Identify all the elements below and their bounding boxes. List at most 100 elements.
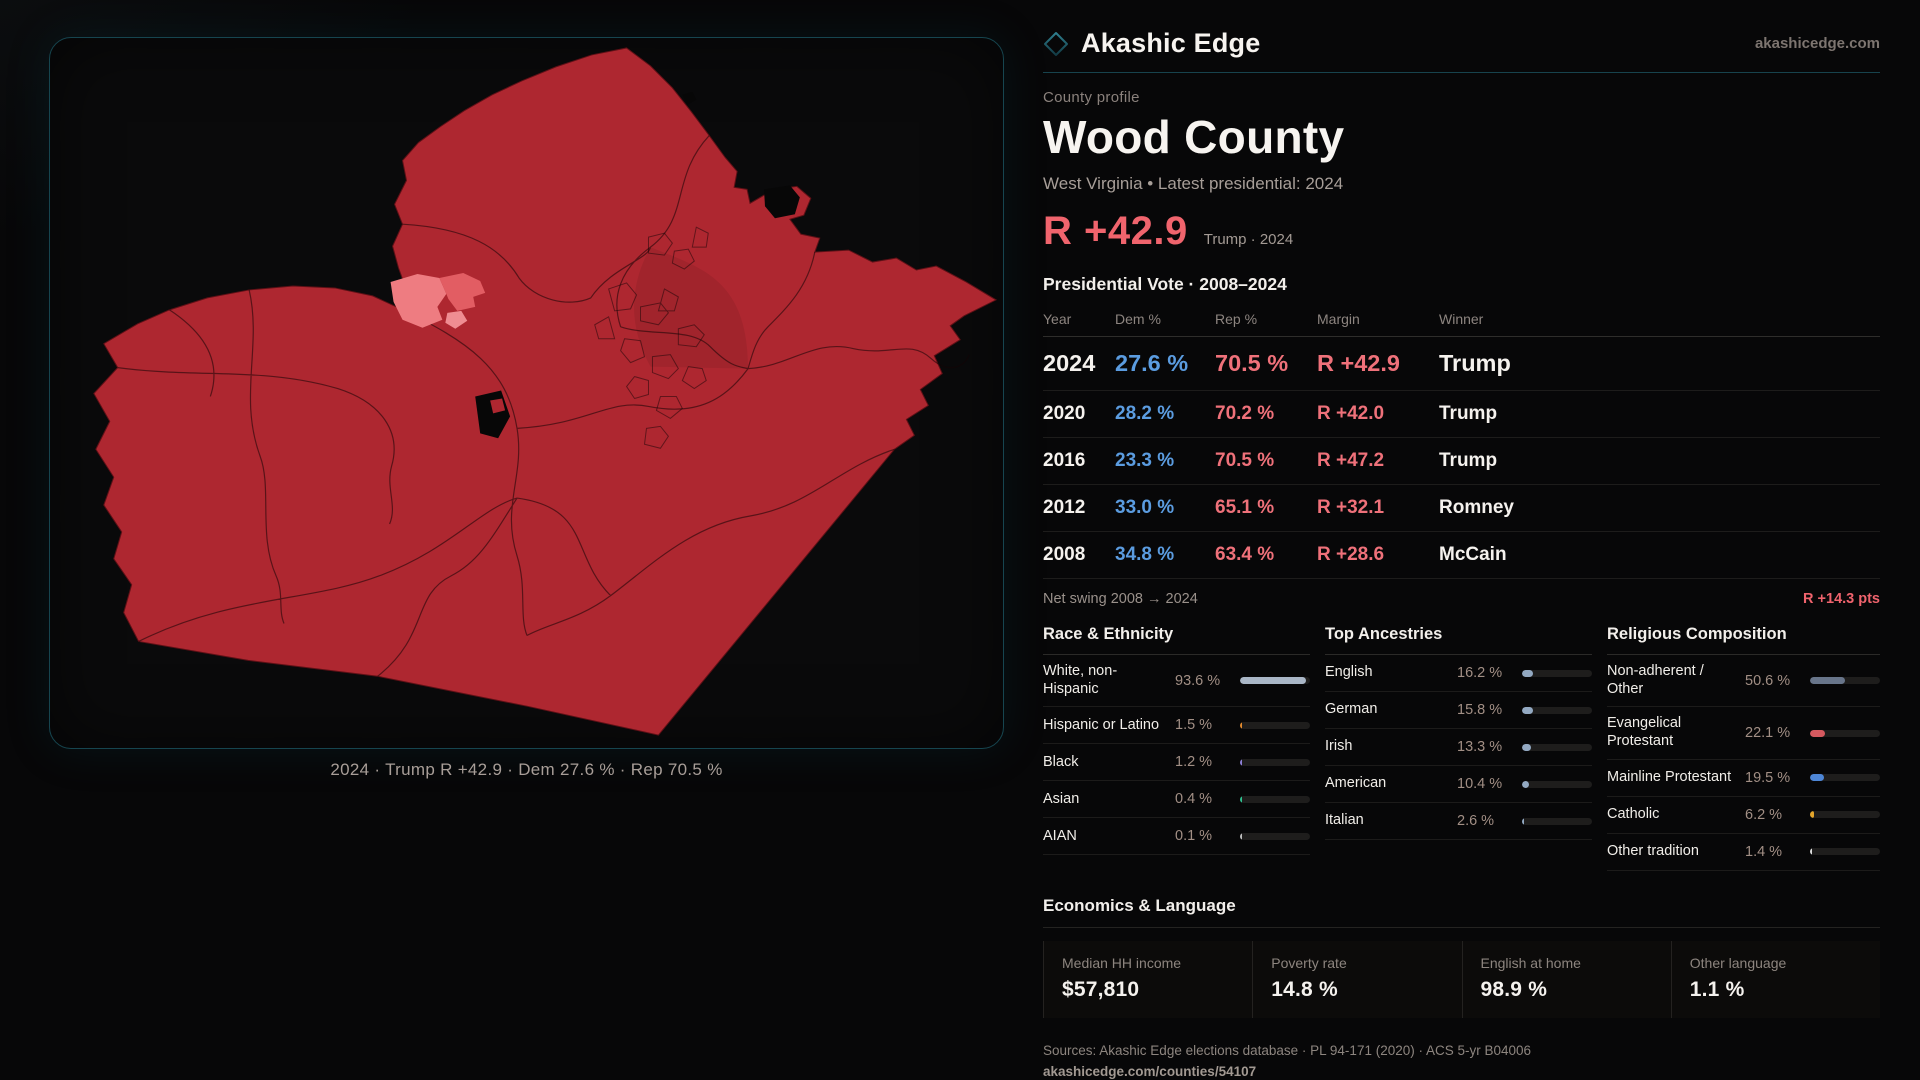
county-map[interactable] bbox=[50, 38, 1003, 748]
bar-track bbox=[1240, 758, 1310, 766]
bar-track bbox=[1522, 706, 1592, 714]
bar-fill bbox=[1810, 677, 1846, 685]
ancestry-label: German bbox=[1325, 701, 1378, 718]
stat-card: English at home 98.9 % bbox=[1461, 940, 1671, 1018]
year-cell: 2020 bbox=[1043, 403, 1086, 424]
highlight-precinct bbox=[390, 274, 447, 328]
religion-value: 22.1 % bbox=[1745, 725, 1791, 742]
economics-divider bbox=[1043, 926, 1880, 928]
margin-cell: R +42.9 bbox=[1317, 350, 1400, 376]
race-panel-title: Race & Ethnicity bbox=[1043, 625, 1310, 655]
ancestry-label: Irish bbox=[1325, 738, 1353, 755]
bar-track bbox=[1810, 677, 1880, 685]
margin-cell: R +28.6 bbox=[1317, 544, 1385, 565]
dem-cell: 27.6 % bbox=[1115, 350, 1189, 376]
year-cell: 2024 bbox=[1043, 350, 1096, 376]
religion-label: Other tradition bbox=[1607, 842, 1699, 859]
county-map-panel bbox=[49, 37, 1004, 749]
dem-cell: 33.0 % bbox=[1115, 497, 1175, 518]
rep-cell: 70.2 % bbox=[1215, 403, 1275, 424]
map-shading bbox=[634, 247, 749, 369]
vote-row-2012: 2012 33.0 % 65.1 % R +32.1 Romney bbox=[1043, 485, 1880, 532]
winner-cell: Romney bbox=[1439, 497, 1514, 518]
map-caption: 2024 · Trump R +42.9 · Dem 27.6 % · Rep … bbox=[330, 760, 723, 779]
sources-text: Sources: Akashic Edge elections database… bbox=[1043, 1042, 1532, 1058]
winner-cell: Trump bbox=[1439, 403, 1498, 424]
race-value: 1.5 % bbox=[1175, 717, 1213, 734]
net-swing-value: R +14.3 pts bbox=[1803, 591, 1880, 607]
religion-row: Non-adherent / Other 50.6 % bbox=[1607, 655, 1880, 708]
race-row: Black 1.2 % bbox=[1043, 744, 1310, 782]
bar-track bbox=[1810, 774, 1880, 782]
bar-track bbox=[1240, 721, 1310, 729]
bar-fill bbox=[1522, 743, 1532, 751]
religion-value: 19.5 % bbox=[1745, 769, 1791, 786]
vote-row-2020: 2020 28.2 % 70.2 % R +42.0 Trump bbox=[1043, 391, 1880, 438]
stat-value: 1.1 % bbox=[1689, 977, 1745, 1001]
highlight-precinct-small bbox=[445, 310, 468, 329]
ancestry-value: 16.2 % bbox=[1457, 665, 1503, 681]
stat-value: 14.8 % bbox=[1271, 977, 1338, 1001]
subtitle: West Virginia • Latest presidential: 202… bbox=[1043, 174, 1344, 193]
religion-row: Evangelical Protestant 22.1 % bbox=[1607, 707, 1880, 760]
brand[interactable]: Akashic Edge bbox=[1043, 28, 1260, 59]
religion-label: Non-adherent / Other bbox=[1607, 663, 1704, 697]
rep-cell: 70.5 % bbox=[1215, 450, 1275, 471]
ancestry-row: Italian 2.6 % bbox=[1325, 803, 1592, 840]
religion-value: 6.2 % bbox=[1745, 806, 1783, 823]
stat-card: Other language 1.1 % bbox=[1670, 940, 1880, 1018]
stat-card: Poverty rate 14.8 % bbox=[1252, 940, 1461, 1018]
margin-cell: R +32.1 bbox=[1317, 497, 1385, 518]
ancestry-label: Italian bbox=[1325, 812, 1364, 829]
ancestry-value: 13.3 % bbox=[1457, 739, 1503, 755]
no-data-patch bbox=[682, 91, 697, 105]
religion-row: Catholic 6.2 % bbox=[1607, 797, 1880, 834]
ancestry-value: 10.4 % bbox=[1457, 776, 1503, 792]
winner-cell: Trump bbox=[1439, 450, 1498, 471]
no-data-patch bbox=[763, 185, 800, 219]
dem-cell: 28.2 % bbox=[1115, 403, 1175, 424]
vote-table-title: Presidential Vote · 2008–2024 bbox=[1043, 274, 1287, 294]
stat-value: 98.9 % bbox=[1480, 977, 1548, 1001]
bar-track bbox=[1240, 677, 1310, 685]
bar-track bbox=[1810, 811, 1880, 819]
site-domain-link[interactable]: akashicedge.com bbox=[1754, 35, 1880, 52]
vote-table: Year Dem % Rep % Margin Winner 2024 27.6… bbox=[1043, 303, 1880, 579]
precinct-boundaries bbox=[117, 135, 970, 677]
highlight-precinct-secondary bbox=[439, 273, 486, 311]
vote-table-header: Year Dem % Rep % Margin Winner bbox=[1043, 303, 1880, 337]
ancestry-row: English 16.2 % bbox=[1325, 655, 1592, 692]
vote-row-2016: 2016 23.3 % 70.5 % R +47.2 Trump bbox=[1043, 438, 1880, 485]
bar-fill bbox=[1810, 811, 1815, 819]
brand-diamond-icon bbox=[1044, 31, 1068, 56]
race-label: White, non-Hispanic bbox=[1043, 663, 1118, 697]
stat-label: English at home bbox=[1480, 954, 1581, 971]
bar-fill bbox=[1240, 677, 1306, 685]
vote-row-2024: 2024 27.6 % 70.5 % R +42.9 Trump bbox=[1043, 337, 1880, 391]
bar-fill bbox=[1810, 729, 1826, 737]
race-value: 93.6 % bbox=[1175, 672, 1221, 689]
vote-row-2008: 2008 34.8 % 63.4 % R +28.6 McCain bbox=[1043, 532, 1880, 579]
winner-cell: McCain bbox=[1439, 544, 1507, 565]
city-precinct-cluster bbox=[594, 226, 709, 449]
ancestry-label: English bbox=[1325, 664, 1373, 681]
permalink[interactable]: akashicedge.com/counties/54107 bbox=[1043, 1063, 1257, 1079]
header-divider bbox=[1043, 72, 1880, 73]
net-swing-row: Net swing 2008 → 2024 R +14.3 pts bbox=[1043, 579, 1880, 611]
stat-card: Median HH income $57,810 bbox=[1043, 940, 1252, 1018]
economics-title: Economics & Language bbox=[1043, 895, 1236, 915]
year-cell: 2008 bbox=[1043, 544, 1086, 565]
bar-track bbox=[1810, 729, 1880, 737]
net-swing-label: Net swing 2008 → 2024 bbox=[1043, 591, 1198, 607]
margin-value: R +42.9 bbox=[1043, 209, 1188, 253]
religion-label: Catholic bbox=[1607, 805, 1660, 822]
bar-track bbox=[1522, 743, 1592, 751]
dem-cell: 34.8 % bbox=[1115, 544, 1175, 565]
col-winner: Winner bbox=[1439, 311, 1484, 327]
stat-label: Median HH income bbox=[1062, 954, 1182, 971]
bar-fill bbox=[1240, 795, 1242, 803]
footer: Sources: Akashic Edge elections database… bbox=[1043, 1043, 1880, 1079]
bar-fill bbox=[1240, 758, 1242, 766]
race-label: Black bbox=[1043, 753, 1079, 770]
religion-value: 50.6 % bbox=[1745, 672, 1791, 689]
